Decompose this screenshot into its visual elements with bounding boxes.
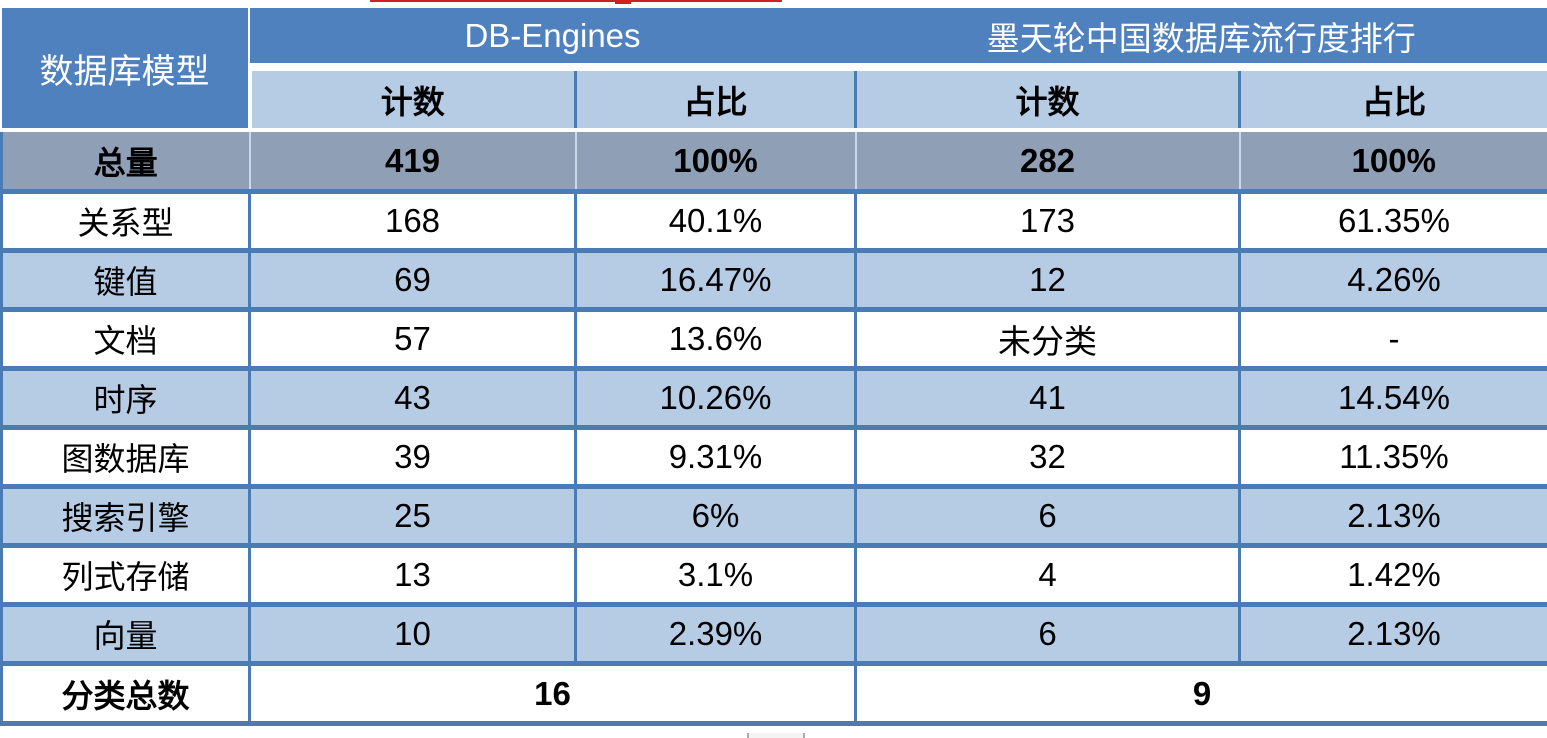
total-row: 总量 419 100% 282 100% xyxy=(0,130,1547,194)
cell-de-share: 10.26% xyxy=(574,368,856,430)
total-mtw-share: 100% xyxy=(1238,130,1547,194)
cell-mtw-share: 61.35% xyxy=(1238,191,1547,253)
cell-mtw-count: 6 xyxy=(854,604,1240,666)
subheader-de-share: 占比 xyxy=(574,67,856,132)
cell-mtw-count: 41 xyxy=(854,368,1240,430)
row-label: 文档 xyxy=(0,309,250,371)
table-row: 时序 43 10.26% 41 14.54% xyxy=(0,368,1547,430)
red-annotation-artifact xyxy=(370,0,782,2)
footer-mtw-category-count: 9 xyxy=(854,663,1547,726)
cell-mtw-share: 14.54% xyxy=(1238,368,1547,430)
cell-mtw-count: 12 xyxy=(854,250,1240,312)
table-row: 图数据库 39 9.31% 32 11.35% xyxy=(0,427,1547,489)
cell-de-count: 57 xyxy=(248,309,576,371)
table-row: 文档 57 13.6% 未分类 - xyxy=(0,309,1547,371)
footer-row-label: 分类总数 xyxy=(0,663,250,726)
cell-mtw-share: 2.13% xyxy=(1238,486,1547,548)
header-group-row: 数据库模型 DB-Engines 墨天轮中国数据库流行度排行 xyxy=(1,8,1547,132)
row-label: 列式存储 xyxy=(0,545,250,607)
total-de-count: 419 xyxy=(248,130,576,194)
cell-de-count: 13 xyxy=(248,545,576,607)
cell-mtw-share: 1.42% xyxy=(1238,545,1547,607)
cell-mtw-count: 4 xyxy=(854,545,1240,607)
scrollbar-stub-artifact xyxy=(747,733,805,738)
subheader-de-count: 计数 xyxy=(247,67,576,132)
cell-de-share: 6% xyxy=(574,486,856,548)
corner-header-database-model: 数据库模型 xyxy=(1,8,250,132)
subheader-mtw-share: 占比 xyxy=(1238,67,1547,132)
cell-de-count: 39 xyxy=(248,427,576,489)
row-label: 时序 xyxy=(0,368,250,430)
row-label: 图数据库 xyxy=(0,427,250,489)
table-row: 关系型 168 40.1% 173 61.35% xyxy=(0,191,1547,253)
row-label: 搜索引擎 xyxy=(0,486,250,548)
row-label: 键值 xyxy=(0,250,250,312)
cell-mtw-share: 4.26% xyxy=(1238,250,1547,312)
table-footer: 分类总数 16 9 xyxy=(0,663,1547,726)
row-label: 关系型 xyxy=(0,191,250,253)
cell-mtw-count: 6 xyxy=(854,486,1240,548)
total-row-label: 总量 xyxy=(0,130,250,194)
header-sub-row: 计数 占比 计数 占比 xyxy=(2,67,1547,132)
cell-de-share: 40.1% xyxy=(574,191,856,253)
cell-mtw-share: - xyxy=(1238,309,1547,371)
cell-de-share: 2.39% xyxy=(574,604,856,666)
db-model-comparison-table: 数据库模型 DB-Engines 墨天轮中国数据库流行度排行 计数 占比 计数 … xyxy=(0,8,1547,726)
table-body: 总量 419 100% 282 100% 关系型 168 40.1% 173 6… xyxy=(0,130,1547,666)
cell-de-share: 16.47% xyxy=(574,250,856,312)
cell-de-share: 13.6% xyxy=(574,309,856,371)
subheader-mtw-count: 计数 xyxy=(854,67,1240,132)
table-row: 列式存储 13 3.1% 4 1.42% xyxy=(0,545,1547,607)
cell-de-count: 168 xyxy=(248,191,576,253)
cell-mtw-count: 173 xyxy=(854,191,1240,253)
category-count-row: 分类总数 16 9 xyxy=(0,663,1547,726)
group-header-db-engines: DB-Engines xyxy=(249,8,856,71)
red-annotation-tick xyxy=(615,0,631,4)
cell-mtw-count: 未分类 xyxy=(854,309,1240,371)
cell-de-count: 25 xyxy=(248,486,576,548)
total-mtw-count: 282 xyxy=(854,130,1240,194)
table-row: 搜索引擎 25 6% 6 2.13% xyxy=(0,486,1547,548)
table-row: 向量 10 2.39% 6 2.13% xyxy=(0,604,1547,666)
table-row: 键值 69 16.47% 12 4.26% xyxy=(0,250,1547,312)
cell-de-count: 43 xyxy=(248,368,576,430)
row-label: 向量 xyxy=(0,604,250,666)
cell-de-share: 9.31% xyxy=(574,427,856,489)
cell-de-share: 3.1% xyxy=(574,545,856,607)
total-de-share: 100% xyxy=(574,130,856,194)
cell-de-count: 10 xyxy=(248,604,576,666)
footer-de-category-count: 16 xyxy=(248,663,856,726)
cell-mtw-count: 32 xyxy=(854,427,1240,489)
cell-mtw-share: 2.13% xyxy=(1238,604,1547,666)
cell-de-count: 69 xyxy=(248,250,576,312)
cell-mtw-share: 11.35% xyxy=(1238,427,1547,489)
table-header: 数据库模型 DB-Engines 墨天轮中国数据库流行度排行 计数 占比 计数 … xyxy=(1,8,1547,132)
group-header-modb-ranking: 墨天轮中国数据库流行度排行 xyxy=(855,8,1547,71)
